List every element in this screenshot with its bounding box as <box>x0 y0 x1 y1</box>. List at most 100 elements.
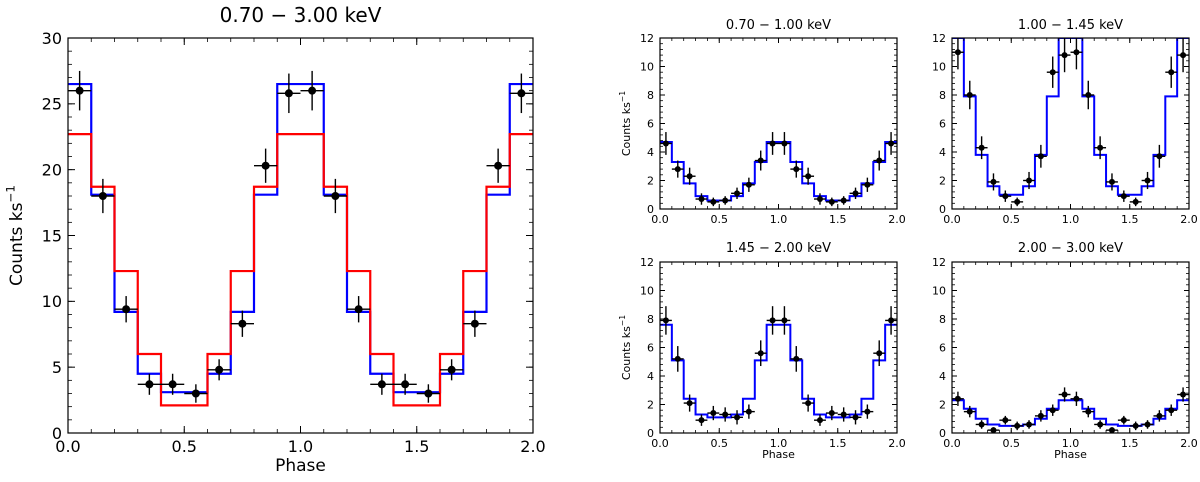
data-point <box>1156 153 1163 160</box>
chart-panel-2: 0.0 0.5 1.0 1.5 2.0 0 2 4 6 8 10 12 0.70 − 1.00 keV C… <box>618 18 906 226</box>
series-line-blue-model <box>660 323 897 419</box>
data-point <box>1144 177 1151 184</box>
y-tick-label: 12 <box>640 256 654 269</box>
data-point <box>852 414 859 421</box>
x-axis-label: Phase <box>275 456 326 476</box>
series-line-blue-model <box>660 141 897 202</box>
data-point <box>978 144 985 151</box>
data-point <box>1073 395 1080 402</box>
plot-area <box>952 38 1189 207</box>
y-tick-label: 6 <box>647 341 654 354</box>
y-tick-label: 2 <box>939 398 946 411</box>
y-axis-label-text: Counts ks <box>7 202 27 286</box>
data-point <box>966 408 973 415</box>
y-tick-label: 10 <box>42 292 62 311</box>
data-point <box>734 190 741 197</box>
plot-area <box>68 70 533 407</box>
data-point <box>1168 407 1175 414</box>
x-tick-label: 2.0 <box>888 213 906 226</box>
data-point <box>98 192 107 200</box>
x-tick-label: 1.5 <box>1121 213 1139 226</box>
data-point <box>1014 422 1021 429</box>
data-point <box>828 198 835 205</box>
data-point <box>876 157 883 164</box>
x-tick-label: 1.0 <box>1062 437 1080 450</box>
data-point <box>1049 407 1056 414</box>
data-point <box>238 319 247 328</box>
data-point <box>145 380 154 389</box>
data-point <box>674 166 681 173</box>
data-point <box>1108 427 1115 433</box>
data-point <box>494 161 503 170</box>
data-point <box>793 166 800 173</box>
data-point <box>757 157 764 164</box>
y-tick-label: 10 <box>640 60 654 73</box>
y-tick-label: 4 <box>939 146 946 159</box>
data-point <box>888 140 895 147</box>
chart-title: 2.00 − 3.00 keV <box>1018 241 1123 256</box>
y-tick-label: 10 <box>640 284 654 297</box>
x-tick-label: 2.0 <box>1180 437 1198 450</box>
y-tick-label: 10 <box>932 284 946 297</box>
data-point <box>686 173 693 180</box>
y-axis-label: Counts ks−1 <box>618 91 633 156</box>
chart-title: 0.70 − 1.00 keV <box>726 18 831 33</box>
data-point <box>424 389 433 398</box>
chart-title: 1.45 − 2.00 keV <box>726 241 831 256</box>
y-tick-label: 15 <box>42 226 62 245</box>
data-point <box>793 355 800 362</box>
data-point <box>698 196 705 203</box>
data-point <box>1180 391 1187 398</box>
data-point <box>1085 92 1092 98</box>
data-point <box>1120 193 1127 200</box>
plot-area <box>952 387 1189 433</box>
data-point <box>710 410 717 417</box>
data-point <box>354 305 363 314</box>
x-axis-label: Phase <box>1054 448 1087 461</box>
y-tick-label: 2 <box>647 398 654 411</box>
x-tick-label: 0.5 <box>1003 213 1021 226</box>
series-line-blue-model <box>68 82 533 394</box>
y-tick-label: 8 <box>939 89 946 102</box>
y-tick-label: 5 <box>52 358 62 377</box>
data-point <box>1037 412 1044 419</box>
x-tick-label: 0.5 <box>172 437 197 456</box>
y-tick-label: 12 <box>932 256 946 269</box>
data-point <box>769 317 776 324</box>
x-tick-label: 0.0 <box>943 213 961 226</box>
data-point <box>168 380 177 389</box>
data-point <box>769 140 776 147</box>
data-point <box>840 197 847 204</box>
data-point <box>954 49 961 56</box>
y-tick-label: 6 <box>647 117 654 130</box>
data-point <box>1144 421 1151 428</box>
y-tick-label: 4 <box>939 370 946 383</box>
data-point <box>816 196 823 203</box>
y-axis-label-superscript: −1 <box>3 185 17 203</box>
x-tick-label: 1.5 <box>829 437 847 450</box>
y-tick-label: 4 <box>647 146 654 159</box>
chart-panel-4: 0.0 0.5 1.0 1.5 2.0 0 2 4 6 8 10 12 1.45 − 2.00 keV P… <box>618 241 906 461</box>
y-tick-label: 25 <box>42 95 62 114</box>
x-tick-label: 0.0 <box>651 213 669 226</box>
data-point <box>662 317 669 324</box>
data-point <box>745 181 752 188</box>
data-point <box>75 86 84 95</box>
x-tick-label: 1.5 <box>404 437 429 456</box>
data-point <box>1014 198 1021 205</box>
x-tick-label: 0.0 <box>55 437 80 456</box>
data-point <box>191 389 200 398</box>
data-point <box>1026 421 1033 428</box>
x-tick-label: 1.5 <box>829 213 847 226</box>
y-tick-label: 12 <box>640 32 654 45</box>
series-line-red-model <box>68 133 533 407</box>
data-point <box>517 89 526 98</box>
y-axis-label: Counts ks−1 <box>618 315 633 380</box>
y-tick-label: 0 <box>939 427 946 440</box>
data-point <box>1132 198 1139 205</box>
data-point <box>954 395 961 402</box>
data-point <box>284 89 293 98</box>
data-point <box>722 411 729 418</box>
data-point <box>734 414 741 421</box>
y-tick-label: 10 <box>932 60 946 73</box>
